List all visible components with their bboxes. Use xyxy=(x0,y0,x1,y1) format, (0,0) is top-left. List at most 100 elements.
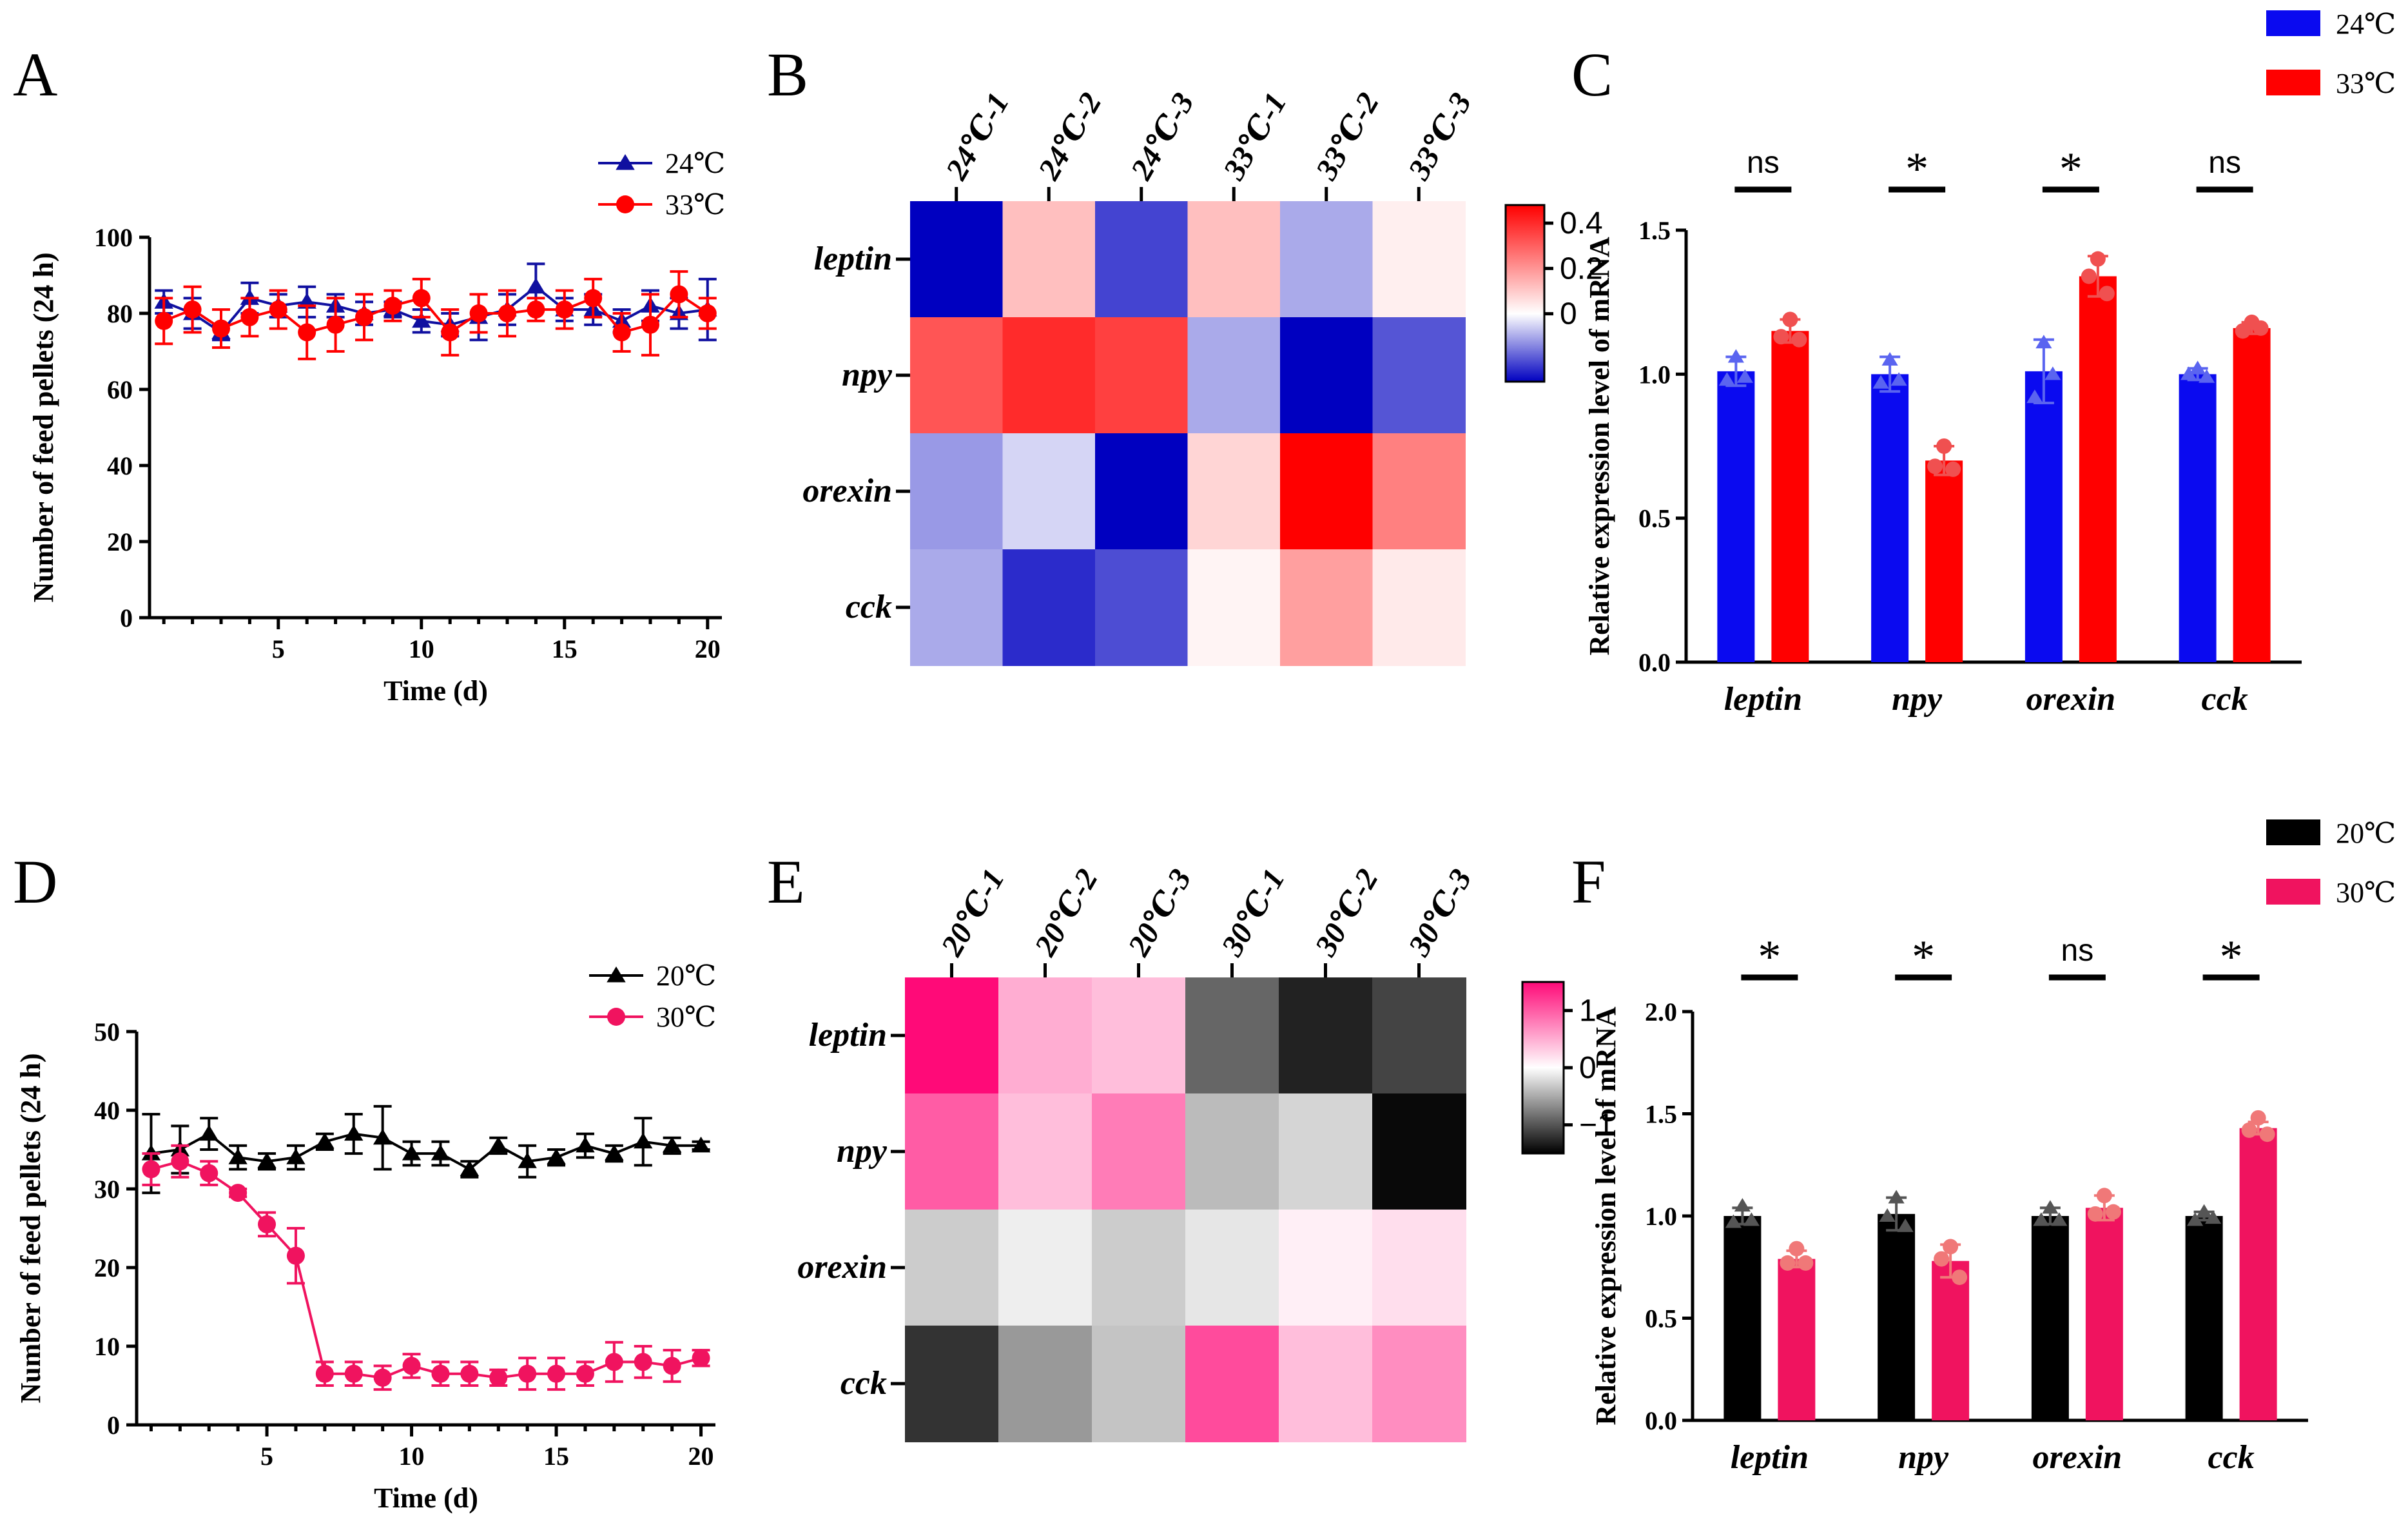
data-point xyxy=(489,1368,508,1387)
bar xyxy=(1778,1259,1816,1420)
data-point xyxy=(612,323,631,342)
data-point xyxy=(212,319,230,338)
significance-label: * xyxy=(1905,143,1928,195)
significance-label: * xyxy=(2220,931,2243,983)
legend-label: 30℃ xyxy=(656,1001,716,1033)
category-label: npy xyxy=(1898,1439,1949,1476)
colorbar-tick-label: 0.4 xyxy=(1560,206,1603,240)
y-tick-label: 80 xyxy=(107,299,133,328)
y-tick-label: 20 xyxy=(94,1253,120,1282)
legend-swatch xyxy=(2266,879,2320,905)
data-point xyxy=(547,1364,566,1383)
panel-label-b: B xyxy=(767,40,808,109)
data-point xyxy=(402,1144,422,1161)
bar xyxy=(1723,1216,1762,1420)
heatmap-cell xyxy=(1185,1326,1279,1442)
data-point xyxy=(460,1160,480,1176)
replicate-point xyxy=(1798,1255,1814,1271)
replicate-point xyxy=(2196,1204,2213,1218)
column-label: 33℃-2 xyxy=(1309,87,1386,186)
heatmap-cell xyxy=(998,1093,1092,1210)
data-point xyxy=(412,289,431,308)
data-point xyxy=(469,304,488,322)
replicate-point xyxy=(1782,311,1798,328)
replicate-point xyxy=(1945,461,1961,477)
data-point xyxy=(269,300,287,319)
data-point xyxy=(698,304,717,322)
replicate-point xyxy=(1773,329,1789,345)
replicate-point xyxy=(1952,1269,1968,1286)
column-label: 30℃-1 xyxy=(1215,863,1292,962)
heatmap-cell xyxy=(905,1210,999,1326)
colorbar-tick-label: 0.2 xyxy=(1560,251,1603,286)
significance-label: ns xyxy=(2208,146,2241,180)
x-tick-label: 15 xyxy=(543,1442,569,1471)
replicate-point xyxy=(2199,369,2215,383)
data-point xyxy=(373,1128,393,1145)
replicate-point xyxy=(1879,1208,1896,1222)
data-point xyxy=(412,311,431,328)
replicate-point xyxy=(2259,1126,2275,1142)
legend-label: 30℃ xyxy=(2336,877,2396,908)
y-tick-label: 40 xyxy=(107,451,133,480)
category-label: npy xyxy=(1892,681,1943,718)
replicate-point xyxy=(2026,389,2043,404)
row-label: orexin xyxy=(802,473,892,509)
data-point xyxy=(634,1132,653,1149)
data-point xyxy=(605,1353,623,1371)
data-point xyxy=(286,1148,306,1164)
category-label: leptin xyxy=(1731,1439,1809,1476)
significance-label: * xyxy=(1912,931,1935,983)
data-point xyxy=(605,1144,624,1161)
heatmap-cell xyxy=(1185,1093,1279,1210)
category-label: cck xyxy=(2202,681,2248,718)
replicate-point xyxy=(1725,1214,1742,1228)
data-point xyxy=(431,1364,450,1383)
replicate-point xyxy=(1927,458,1943,475)
panel-label-d: D xyxy=(13,847,57,916)
column-label: 33℃-3 xyxy=(1401,87,1478,186)
row-label: cck xyxy=(840,1365,887,1402)
bar xyxy=(2239,1128,2277,1420)
bar xyxy=(1771,331,1809,662)
legend-marker xyxy=(607,966,626,983)
data-point xyxy=(584,289,603,308)
bar xyxy=(1932,1260,1970,1420)
significance-label: * xyxy=(1758,931,1781,983)
heatmap-cell xyxy=(998,1326,1092,1442)
heatmap-cell xyxy=(910,549,1004,666)
panel-b-heatmap: 24℃-1 24℃-2 24℃-3 33℃-1 33℃-2 33℃-3 leptin npy o… xyxy=(802,87,1603,666)
heatmap-cell xyxy=(1092,1210,1186,1326)
heatmap-cell xyxy=(1187,201,1281,318)
replicate-point xyxy=(2044,366,2061,380)
heatmap-cell xyxy=(1002,549,1096,666)
data-point xyxy=(489,1136,508,1153)
column-label: 24℃-1 xyxy=(939,87,1016,186)
legend-label: 33℃ xyxy=(2336,68,2396,99)
row-label: npy xyxy=(842,357,893,393)
data-point xyxy=(171,1152,189,1171)
x-tick-label: 20 xyxy=(695,634,721,663)
replicate-point xyxy=(1881,352,1898,366)
heatmap-cell xyxy=(1279,1326,1373,1442)
column-label: 24℃-2 xyxy=(1031,87,1108,186)
replicate-point xyxy=(2235,323,2251,339)
significance-label: ns xyxy=(2061,934,2094,968)
replicate-point xyxy=(2241,1122,2257,1138)
series-1 xyxy=(141,1104,711,1195)
legend-marker xyxy=(616,154,635,170)
heatmap-cell xyxy=(1095,433,1189,550)
data-point xyxy=(155,311,173,330)
y-tick-label: 1.5 xyxy=(1638,216,1671,245)
data-point xyxy=(228,1148,248,1164)
replicate-point xyxy=(1872,375,1889,389)
significance-label: ns xyxy=(1747,146,1780,180)
y-tick-label: 10 xyxy=(94,1332,120,1361)
data-point xyxy=(576,1364,594,1383)
replicate-point xyxy=(2096,1188,2112,1204)
data-point xyxy=(344,1364,363,1383)
heatmap-cell xyxy=(1095,317,1189,434)
colorbar-tick-label: 0 xyxy=(1560,297,1577,331)
replicate-point xyxy=(1936,438,1952,454)
bar xyxy=(2024,371,2063,662)
